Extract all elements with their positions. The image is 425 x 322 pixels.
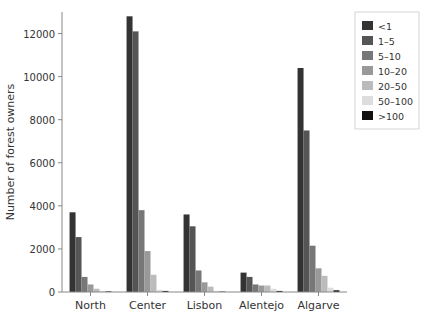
bar bbox=[321, 276, 327, 292]
y-tick-label: 0 bbox=[49, 287, 55, 298]
x-tick-label: Lisbon bbox=[187, 299, 223, 312]
bar bbox=[298, 68, 304, 292]
legend-swatch bbox=[362, 81, 373, 90]
y-tick bbox=[58, 292, 62, 293]
y-axis-label: Number of forest owners bbox=[4, 83, 17, 220]
bar bbox=[133, 31, 139, 292]
y-tick bbox=[58, 76, 62, 77]
bar bbox=[241, 273, 247, 292]
legend-swatch bbox=[362, 96, 373, 105]
x-tick-label: North bbox=[75, 299, 106, 312]
legend-label: >100 bbox=[378, 111, 404, 122]
legend-swatch bbox=[362, 111, 373, 120]
y-axis-line bbox=[62, 12, 63, 292]
legend-label: 50–100 bbox=[378, 96, 413, 107]
bar bbox=[327, 288, 333, 292]
y-tick bbox=[58, 248, 62, 249]
bar bbox=[310, 246, 316, 292]
bar bbox=[259, 286, 265, 292]
x-tick bbox=[147, 292, 148, 296]
y-tick-label: 10000 bbox=[23, 72, 55, 83]
bar bbox=[247, 277, 253, 292]
bar bbox=[82, 277, 88, 292]
legend-swatch bbox=[362, 66, 373, 75]
legend: <1 1–5 5–10 10–20 20–50 50–100 >100 bbox=[355, 12, 419, 129]
x-tick bbox=[318, 292, 319, 296]
bar bbox=[202, 282, 208, 292]
bar bbox=[76, 237, 82, 292]
legend-frame bbox=[355, 12, 419, 129]
x-tick bbox=[90, 292, 91, 296]
bar bbox=[70, 212, 76, 292]
legend-swatch bbox=[362, 51, 373, 60]
y-tick-label: 4000 bbox=[30, 201, 55, 212]
legend-label: 20–50 bbox=[378, 81, 407, 92]
x-tick bbox=[261, 292, 262, 296]
bars bbox=[70, 16, 340, 292]
bar bbox=[316, 268, 322, 292]
bar bbox=[304, 130, 310, 292]
y-tick-label: 6000 bbox=[30, 158, 55, 169]
y-tick-label: 8000 bbox=[30, 115, 55, 126]
bar bbox=[127, 16, 133, 292]
y-tick-label: 2000 bbox=[30, 244, 55, 255]
y-tick bbox=[58, 162, 62, 163]
y-tick-label: 12000 bbox=[23, 29, 55, 40]
y-tick bbox=[58, 205, 62, 206]
x-tick-label: Center bbox=[129, 299, 167, 312]
x-tick-label: Algarve bbox=[297, 299, 339, 312]
chart-container: 0 2000 4000 6000 8000 10000 12000 Number of for… bbox=[0, 0, 425, 322]
bar bbox=[190, 226, 196, 292]
bar bbox=[184, 214, 190, 292]
legend-label: 10–20 bbox=[378, 66, 407, 77]
y-tick bbox=[58, 119, 62, 120]
legend-swatch bbox=[362, 36, 373, 45]
legend-label: 5–10 bbox=[378, 51, 401, 62]
bar bbox=[196, 270, 202, 292]
bar bbox=[253, 284, 259, 292]
bar bbox=[145, 251, 151, 292]
y-tick bbox=[58, 33, 62, 34]
x-tick-label: Alentejo bbox=[239, 299, 284, 312]
x-tick bbox=[204, 292, 205, 296]
legend-label: <1 bbox=[378, 21, 392, 32]
bar bbox=[207, 287, 213, 292]
chart-svg: 0 2000 4000 6000 8000 10000 12000 Number of for… bbox=[0, 0, 425, 322]
bar bbox=[150, 275, 156, 292]
legend-label: 1–5 bbox=[378, 36, 395, 47]
bar bbox=[139, 210, 145, 292]
bar bbox=[88, 284, 94, 292]
bar bbox=[264, 286, 270, 292]
legend-swatch bbox=[362, 21, 373, 30]
